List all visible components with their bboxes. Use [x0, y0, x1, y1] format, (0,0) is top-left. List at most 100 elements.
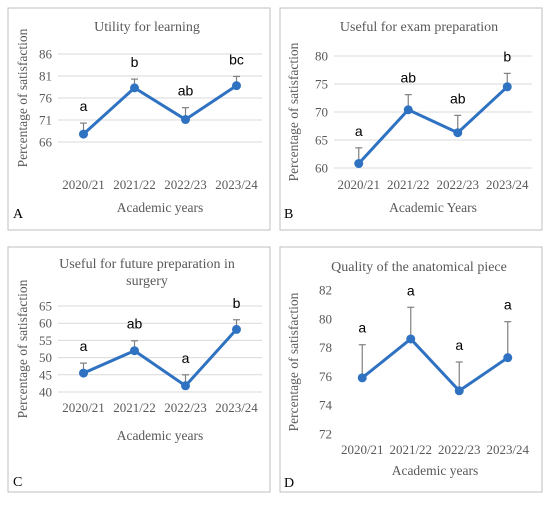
chart-title: Utility for learning	[94, 20, 200, 35]
x-axis-label: Academic years	[117, 200, 204, 215]
x-axis-label: Academic Years	[389, 200, 477, 215]
y-tick-label: 71	[39, 113, 52, 128]
significance-letter: a	[455, 337, 463, 353]
data-point	[453, 128, 463, 138]
data-point	[403, 105, 413, 115]
data-point	[130, 346, 139, 356]
y-tick-label: 66	[39, 135, 53, 150]
y-axis-label: Percentage of satisfaction	[286, 42, 301, 181]
x-tick-label: 2021/22	[389, 442, 432, 457]
x-tick-label: 2021/22	[113, 177, 156, 192]
x-tick-label: 2022/23	[164, 400, 207, 415]
data-point	[454, 386, 464, 396]
data-point	[406, 334, 416, 344]
y-tick-label: 78	[319, 340, 332, 355]
chart-title: Useful for exam preparation	[340, 20, 498, 35]
x-tick-label: 2020/21	[62, 177, 105, 192]
x-tick-label: 2023/24	[486, 442, 529, 457]
panel-border	[279, 246, 543, 493]
x-tick-label: 2023/24	[215, 400, 258, 415]
y-axis-label: Percentage of satisfaction	[15, 279, 30, 418]
x-tick-label: 2023/24	[486, 177, 529, 192]
x-tick-label: 2020/21	[62, 400, 105, 415]
significance-letter: ab	[450, 90, 466, 106]
y-tick-label: 40	[39, 385, 52, 400]
chart-title: surgery	[126, 274, 168, 289]
data-point	[503, 353, 513, 363]
y-tick-label: 65	[315, 133, 328, 148]
y-tick-label: 60	[39, 316, 52, 331]
x-tick-label: 2022/23	[438, 442, 481, 457]
y-tick-label: 60	[315, 161, 328, 176]
y-tick-label: 81	[39, 69, 52, 84]
data-point	[502, 82, 512, 92]
significance-letter: a	[504, 297, 512, 313]
significance-letter: ab	[178, 83, 194, 99]
y-tick-label: 45	[39, 367, 52, 382]
y-tick-label: 80	[315, 49, 328, 64]
y-tick-label: 72	[319, 427, 332, 442]
panel-border	[7, 7, 271, 231]
series-line	[361, 337, 509, 393]
chart-panel: Useful for exam preparation 60 65 70 75 80 202…	[279, 7, 543, 231]
significance-letter: b	[233, 295, 241, 311]
data-point	[232, 81, 241, 91]
y-tick-label: 50	[39, 350, 52, 365]
significance-letter: ab	[127, 316, 143, 332]
y-tick-label: 65	[39, 299, 52, 314]
y-tick-label: 55	[39, 333, 52, 348]
data-point	[130, 83, 139, 93]
chart-panel: Quality of the anatomical piece 72 74 76 78 8…	[279, 246, 543, 493]
series-line	[357, 85, 509, 165]
x-tick-label: 2022/23	[164, 177, 207, 192]
y-tick-label: 86	[39, 47, 53, 62]
panel-label: A	[13, 207, 24, 222]
y-tick-label: 76	[39, 91, 53, 106]
x-tick-label: 2021/22	[113, 400, 156, 415]
chart-title: Quality of the anatomical piece	[331, 260, 507, 275]
x-axis-label: Academic years	[392, 463, 479, 478]
y-axis-label: Percentage of satisfaction	[15, 28, 30, 167]
data-point	[357, 373, 367, 383]
panel-label: C	[13, 475, 22, 490]
significance-letter: a	[80, 338, 88, 354]
x-axis-label: Academic years	[117, 428, 204, 443]
significance-letter: bc	[229, 51, 244, 67]
significance-letter: a	[182, 350, 190, 366]
x-tick-label: 2023/24	[215, 177, 258, 192]
data-point	[232, 324, 241, 334]
significance-letter: a	[358, 320, 366, 336]
y-tick-label: 74	[319, 398, 333, 413]
data-point	[79, 129, 88, 139]
significance-letter: a	[355, 123, 363, 139]
y-tick-label: 80	[319, 311, 332, 326]
y-axis-label: Percentage of satisfaction	[286, 292, 301, 431]
y-tick-label: 82	[319, 283, 332, 298]
x-tick-label: 2020/21	[337, 177, 380, 192]
x-tick-label: 2020/21	[341, 442, 384, 457]
data-point	[79, 368, 88, 378]
chart-panel: Utility for learning 66 71 76 81 86 2020/21 202…	[7, 7, 271, 231]
significance-letter: a	[80, 98, 88, 114]
series-line	[82, 84, 238, 136]
significance-letter: b	[503, 48, 511, 64]
panel-border	[279, 7, 543, 231]
y-tick-label: 70	[315, 105, 328, 120]
chart-panel: Useful for future preparation in surgery 4…	[7, 246, 271, 493]
significance-letter: a	[407, 282, 415, 298]
series-line	[82, 328, 238, 388]
y-tick-label: 76	[319, 369, 333, 384]
x-tick-label: 2022/23	[436, 177, 479, 192]
x-tick-label: 2021/22	[387, 177, 430, 192]
significance-letter: ab	[400, 70, 416, 86]
significance-letter: b	[131, 54, 139, 70]
panel-label: B	[284, 207, 293, 222]
data-point	[354, 159, 364, 169]
panel-border	[7, 246, 271, 493]
data-point	[181, 115, 190, 125]
data-point	[181, 381, 190, 391]
panel-label: D	[284, 476, 294, 491]
y-tick-label: 75	[315, 77, 328, 92]
chart-title: Useful for future preparation in	[59, 257, 235, 272]
